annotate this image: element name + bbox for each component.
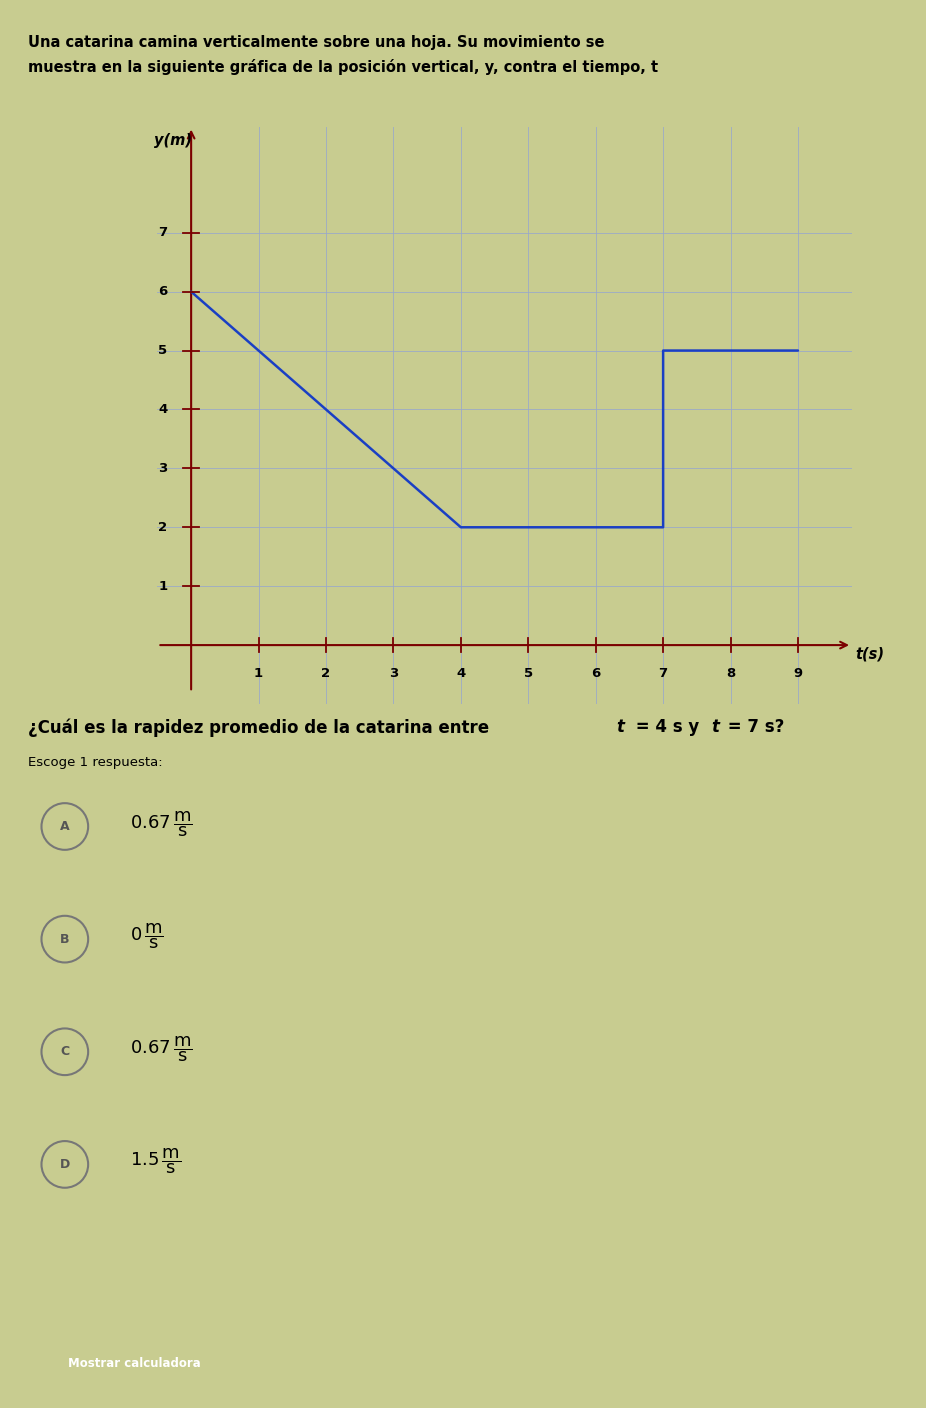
Text: 2: 2 [158, 521, 168, 534]
Text: ¿Cuál es la rapidez promedio de la catarina entre: ¿Cuál es la rapidez promedio de la catar… [28, 718, 494, 736]
Text: 1: 1 [254, 667, 263, 680]
Text: B: B [60, 932, 69, 946]
Text: 1: 1 [158, 580, 168, 593]
Text: 6: 6 [158, 286, 168, 298]
Text: 3: 3 [389, 667, 398, 680]
Text: t: t [711, 718, 720, 736]
Text: $1.5\,\dfrac{\mathrm{m}}{\mathrm{s}}$: $1.5\,\dfrac{\mathrm{m}}{\mathrm{s}}$ [130, 1146, 181, 1177]
Text: 4: 4 [457, 667, 466, 680]
Text: 2: 2 [321, 667, 331, 680]
Text: = 4 s y: = 4 s y [630, 718, 705, 736]
Text: t: t [616, 718, 624, 736]
Text: C: C [60, 1045, 69, 1059]
Text: 4: 4 [158, 403, 168, 415]
Text: A: A [60, 819, 69, 834]
Text: muestra en la siguiente gráfica de la posición vertical, y, contra el tiempo, t: muestra en la siguiente gráfica de la po… [28, 59, 657, 75]
Text: 7: 7 [158, 227, 168, 239]
Text: $0.67\,\dfrac{\mathrm{m}}{\mathrm{s}}$: $0.67\,\dfrac{\mathrm{m}}{\mathrm{s}}$ [130, 1033, 193, 1064]
Text: 5: 5 [524, 667, 532, 680]
Text: 7: 7 [658, 667, 668, 680]
Text: Mostrar calculadora: Mostrar calculadora [68, 1357, 201, 1370]
Text: 3: 3 [158, 462, 168, 474]
Text: D: D [59, 1157, 70, 1171]
Text: = 7 s?: = 7 s? [722, 718, 784, 736]
Text: 9: 9 [794, 667, 803, 680]
Text: Una catarina camina verticalmente sobre una hoja. Su movimiento se: Una catarina camina verticalmente sobre … [28, 35, 605, 51]
Text: 5: 5 [158, 344, 168, 358]
Text: t(s): t(s) [856, 646, 884, 662]
Text: y(m): y(m) [154, 132, 192, 148]
Text: Escoge 1 respuesta:: Escoge 1 respuesta: [28, 756, 162, 769]
Text: $0\,\dfrac{\mathrm{m}}{\mathrm{s}}$: $0\,\dfrac{\mathrm{m}}{\mathrm{s}}$ [130, 921, 164, 952]
Text: 8: 8 [726, 667, 735, 680]
Text: 6: 6 [591, 667, 600, 680]
Text: $0.67\,\dfrac{\mathrm{m}}{\mathrm{s}}$: $0.67\,\dfrac{\mathrm{m}}{\mathrm{s}}$ [130, 808, 193, 839]
